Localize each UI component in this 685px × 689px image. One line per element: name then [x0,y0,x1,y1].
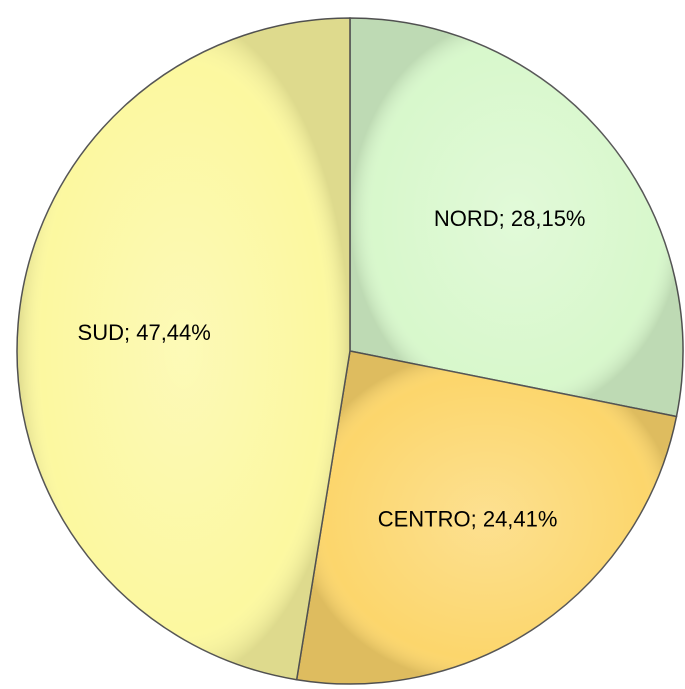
slice-shade [17,18,351,680]
data-label: CENTRO; 24,41% [378,507,558,532]
data-label: NORD; 28,15% [434,206,586,231]
data-label: SUD; 47,44% [78,320,211,345]
slice-shade [350,18,683,417]
slice-shade [296,351,677,684]
